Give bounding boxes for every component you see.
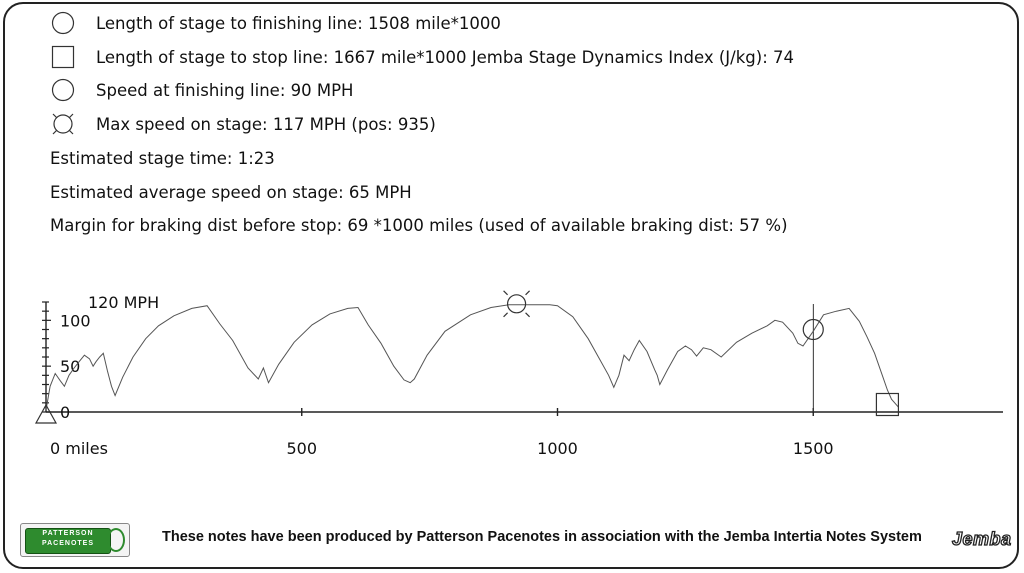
max-speed-marker-ray (525, 290, 531, 296)
patterson-pacenotes-logo: PATTERSON PACENOTES (20, 523, 130, 557)
max-speed-marker (506, 294, 527, 314)
finish-line-marker (802, 318, 824, 341)
legend-max-speed-row: Max speed on stage: 117 MPH (pos: 935) (50, 110, 436, 138)
logo-banner: PATTERSON PACENOTES (25, 528, 111, 554)
y-tick-label: 0 (60, 403, 70, 422)
max-speed-marker-ray (503, 290, 509, 296)
start-marker (34, 403, 58, 424)
legend-finish-text: Length of stage to finishing line: 1508 … (96, 13, 501, 33)
legend-speed-finish-text: Speed at finishing line: 90 MPH (96, 80, 354, 100)
circle-icon (50, 10, 76, 36)
wheel-icon (107, 528, 125, 552)
y-tick-label: 100 (60, 311, 91, 330)
x-tick-label: 1000 (537, 439, 578, 458)
max-speed-marker-ray (503, 312, 509, 318)
average-speed-text: Estimated average speed on stage: 65 MPH (50, 183, 412, 202)
speed-series-line (45, 304, 900, 411)
legend-stop-row: Length of stage to stop line: 1667 mile*… (50, 43, 794, 71)
x-tick-label: 500 (286, 439, 317, 458)
square-icon (50, 44, 76, 70)
y-tick-label: 50 (60, 357, 80, 376)
legend-max-speed-text: Max speed on stage: 117 MPH (pos: 935) (96, 114, 436, 134)
braking-margin-text: Margin for braking dist before stop: 69 … (50, 216, 788, 235)
jemba-logo: Jemba (951, 528, 1012, 549)
max-speed-marker-ray (525, 312, 531, 318)
logo-line-2: PACENOTES (41, 540, 95, 547)
legend-finish-row: Length of stage to finishing line: 1508 … (50, 9, 501, 37)
logo-line-1: PATTERSON (42, 530, 94, 537)
notes-frame (3, 2, 1019, 569)
x-tick-label: 1500 (793, 439, 834, 458)
circle-burst-icon (50, 111, 76, 137)
legend-speed-finish-row: Speed at finishing line: 90 MPH (50, 76, 353, 104)
x-tick-label: 0 miles (50, 439, 108, 458)
stop-line-marker (875, 392, 900, 417)
legend-stop-text: Length of stage to stop line: 1667 mile*… (96, 47, 794, 67)
y-axis-title: 120 MPH (88, 293, 159, 312)
circle-icon (50, 77, 76, 103)
stage-time-text: Estimated stage time: 1:23 (50, 149, 275, 168)
footer-credit-text: These notes have been produced by Patter… (162, 529, 922, 545)
